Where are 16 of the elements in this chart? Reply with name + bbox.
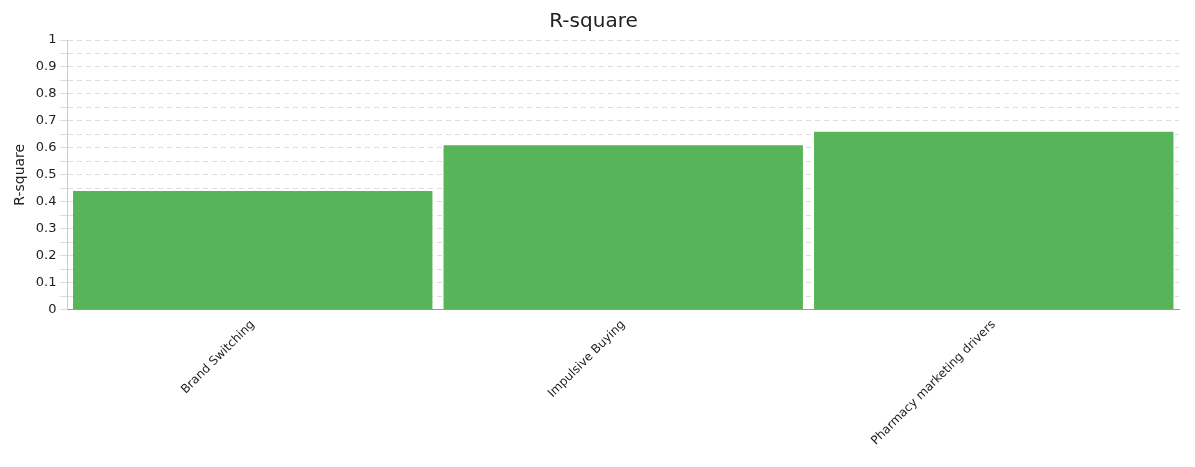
chart-title: R-square [549, 8, 638, 33]
bar [814, 131, 1174, 310]
y-axis-title: R-square [11, 143, 28, 206]
y-tick-label: 0.1 [35, 274, 57, 290]
y-tick-label: 0.7 [35, 112, 57, 128]
y-tick-label: 0.3 [35, 220, 57, 236]
y-tick-label: 0.2 [35, 247, 57, 263]
y-tick-label: 1 [48, 31, 57, 47]
y-tick-label: 0.8 [35, 85, 57, 101]
bar [73, 190, 433, 310]
y-tick-label: 0 [48, 300, 57, 316]
y-tick-label: 0.9 [35, 58, 57, 74]
y-tick-label: 0.5 [35, 166, 57, 182]
y-tick-label: 0.4 [35, 193, 57, 209]
y-tick-label: 0.6 [35, 139, 57, 155]
bar [443, 145, 803, 310]
